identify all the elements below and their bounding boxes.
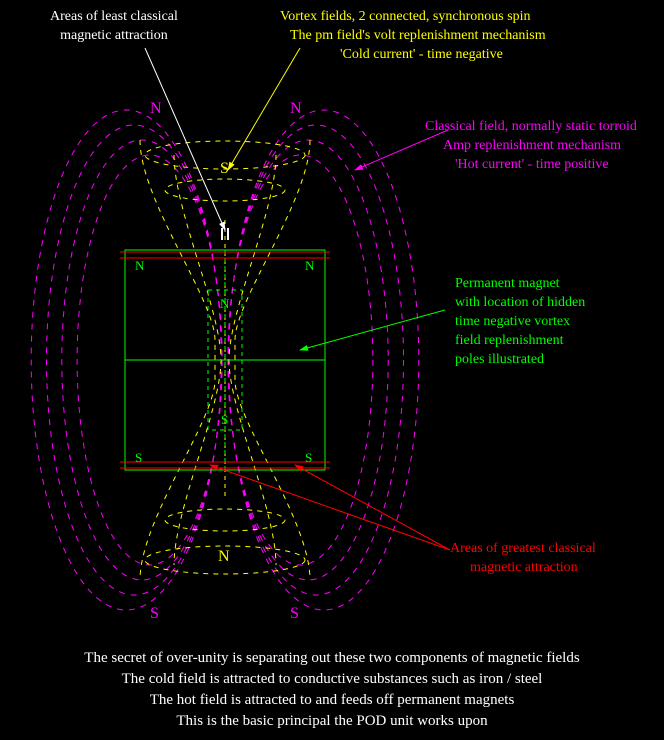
magnetic-field-diagram	[0, 0, 664, 740]
pole-label-outer_top_right: N	[290, 100, 302, 118]
pole-label-mag_tr: N	[305, 258, 314, 274]
red-annotation: Areas of greatest classical magnetic att…	[450, 540, 596, 578]
bottom-summary-text: The secret of over-unity is separating o…	[0, 648, 664, 732]
pole-label-mag_br: S	[305, 450, 312, 466]
magenta-annotation: Classical field, normally static torroid…	[425, 118, 637, 175]
pole-label-outer_bot_left: S	[150, 605, 159, 623]
pole-label-mag_bl: S	[135, 450, 142, 466]
pole-label-outer_bot_right: S	[290, 605, 299, 623]
pole-label-outer_top_left: N	[150, 100, 162, 118]
yellow-annotation: Vortex fields, 2 connected, synchronous …	[280, 8, 546, 65]
pole-label-vortex_bot: N	[218, 548, 230, 566]
pole-label-inner_n: N	[220, 296, 229, 312]
white-annotation: Areas of least classical magnetic attrac…	[50, 8, 178, 46]
pole-label-vortex_top: S	[220, 160, 229, 178]
pole-label-inner_s: S	[221, 412, 228, 428]
green-annotation: Permanent magnet with location of hidden…	[455, 275, 585, 369]
pole-label-mag_tl: N	[135, 258, 144, 274]
